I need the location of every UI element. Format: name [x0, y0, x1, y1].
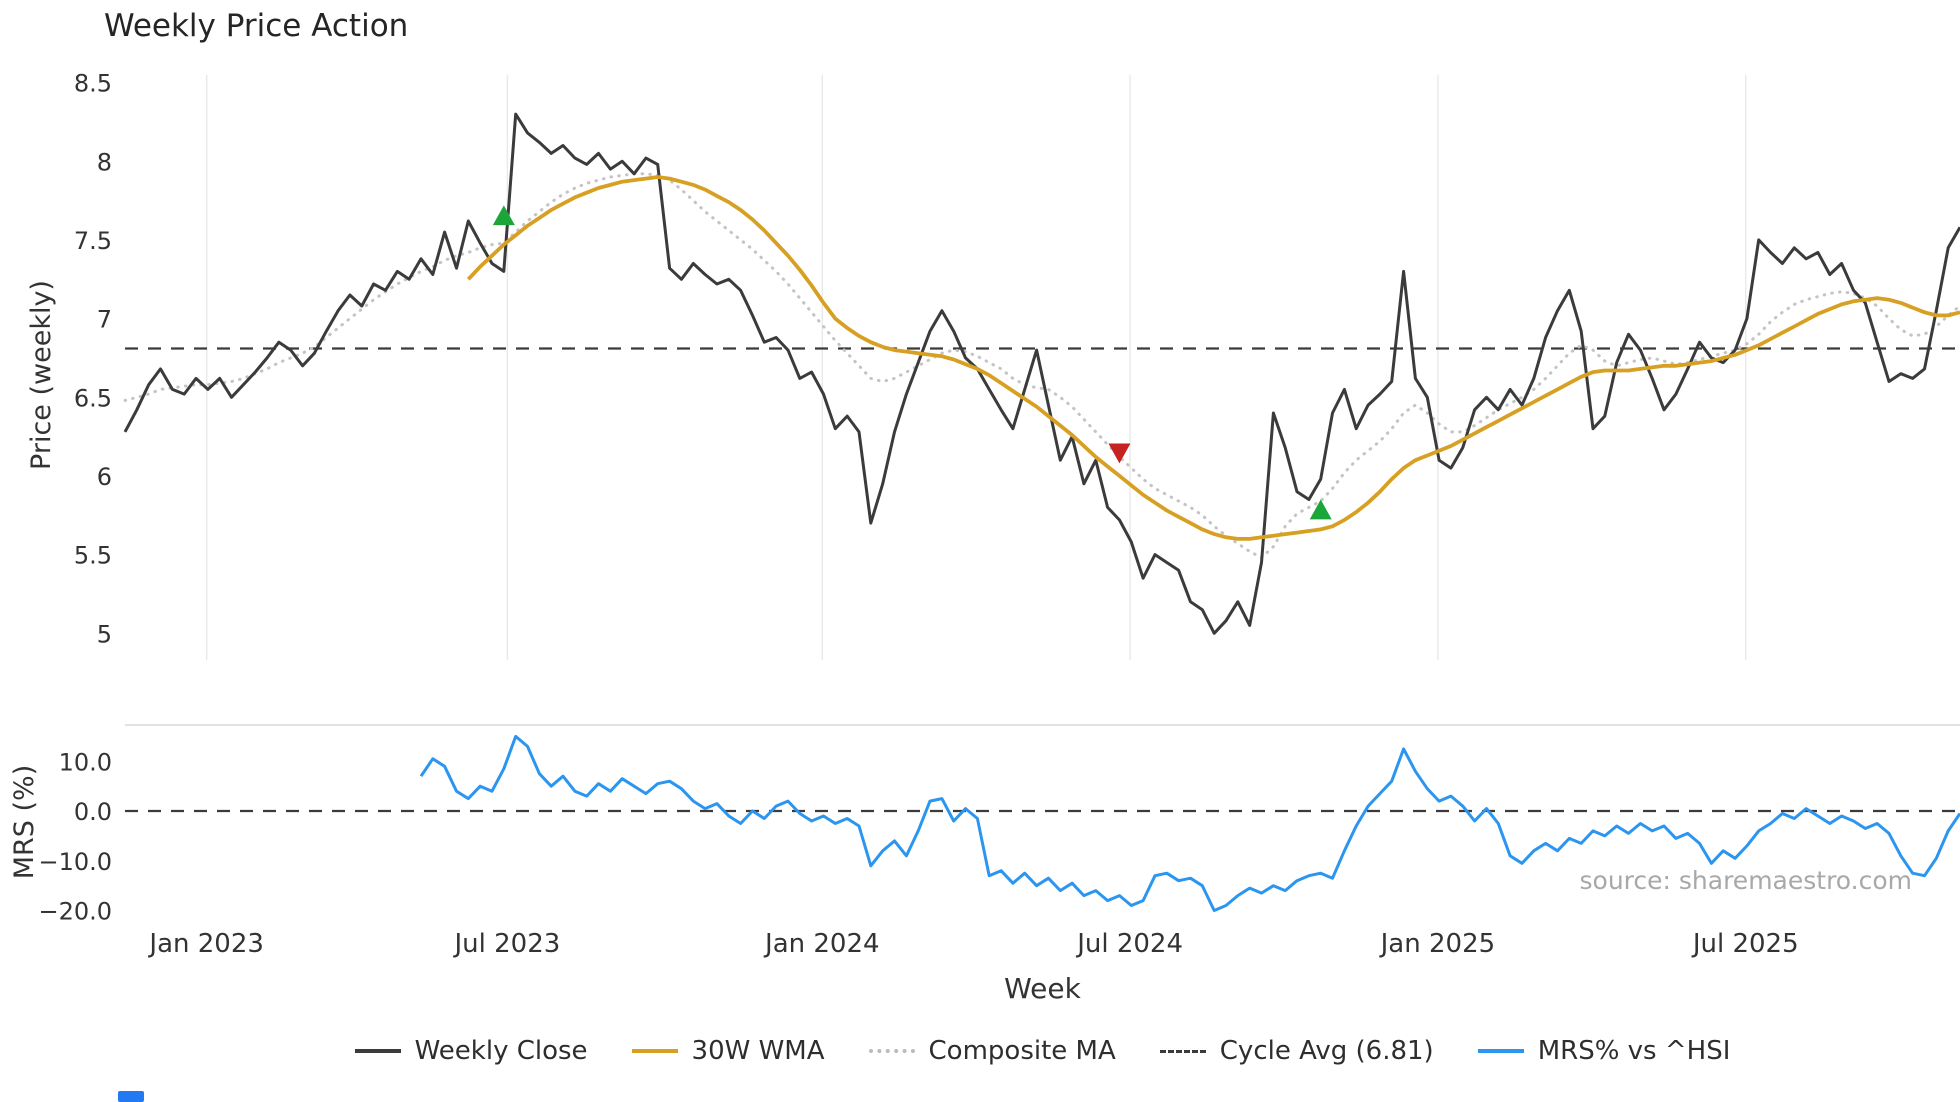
x-tick-label: Jan 2023	[147, 929, 264, 959]
wma-30w-line	[466, 175, 1960, 541]
legend-label-cycle-avg: Cycle Avg (6.81)	[1219, 1036, 1434, 1066]
mrs-y-tick-label: −20.0	[38, 898, 112, 926]
chart-legend: Weekly Close 30W WMA Composite MA Cycle …	[125, 1036, 1960, 1066]
weekly-close-line	[123, 112, 1960, 635]
price-y-tick-label: 6.5	[74, 384, 112, 412]
wma-swatch	[631, 1049, 678, 1053]
composite-ma-swatch	[868, 1049, 915, 1053]
mrs-y-tick-label: −10.0	[38, 848, 112, 876]
legend-label-composite-ma: Composite MA	[928, 1036, 1116, 1066]
price-y-tick-label: 7.5	[74, 227, 112, 255]
legend-label-mrs: MRS% vs ^HSI	[1537, 1036, 1731, 1066]
x-tick-label: Jan 2024	[763, 929, 880, 959]
price-y-tick-label: 6	[97, 463, 112, 491]
buy-marker	[1309, 499, 1332, 520]
x-tick-label: Jul 2025	[1691, 929, 1799, 959]
buy-marker	[492, 205, 515, 226]
composite-ma-line	[123, 172, 1960, 560]
price-y-tick-label: 5	[97, 620, 112, 648]
legend-item-mrs: MRS% vs ^HSI	[1477, 1036, 1731, 1066]
mrs-y-tick-label: 10.0	[59, 748, 112, 776]
price-y-tick-label: 7	[97, 306, 112, 334]
mrs-swatch	[1477, 1049, 1524, 1053]
legend-item-30w-wma: 30W WMA	[631, 1036, 825, 1066]
x-tick-label: Jan 2025	[1379, 929, 1496, 959]
legend-item-composite-ma: Composite MA	[868, 1036, 1116, 1066]
price-y-tick-label: 5.5	[74, 542, 112, 570]
mrs-y-tick-label: 0.0	[74, 798, 112, 826]
sell-marker	[1108, 443, 1131, 464]
x-tick-label: Jul 2024	[1075, 929, 1183, 959]
x-tick-label: Jul 2023	[452, 929, 560, 959]
legend-label-30w-wma: 30W WMA	[691, 1036, 825, 1066]
legend-item-cycle-avg: Cycle Avg (6.81)	[1159, 1036, 1434, 1066]
mrs-line	[419, 734, 1960, 912]
legend-item-weekly-close: Weekly Close	[354, 1036, 588, 1066]
price-y-tick-label: 8.5	[74, 70, 112, 98]
mrs-axis-label: MRS (%)	[9, 764, 40, 880]
legend-label-weekly-close: Weekly Close	[414, 1036, 588, 1066]
chart-title: Weekly Price Action	[104, 8, 409, 44]
cycle-avg-swatch	[1159, 1049, 1206, 1053]
price-y-tick-label: 8	[97, 148, 112, 176]
cropped-ui-fragment	[118, 1091, 144, 1102]
x-axis-label: Week	[1004, 972, 1081, 1005]
price-axis-label: Price (weekly)	[26, 280, 57, 470]
source-watermark: source: sharemaestro.com	[1579, 866, 1913, 895]
weekly-close-swatch	[354, 1049, 401, 1053]
